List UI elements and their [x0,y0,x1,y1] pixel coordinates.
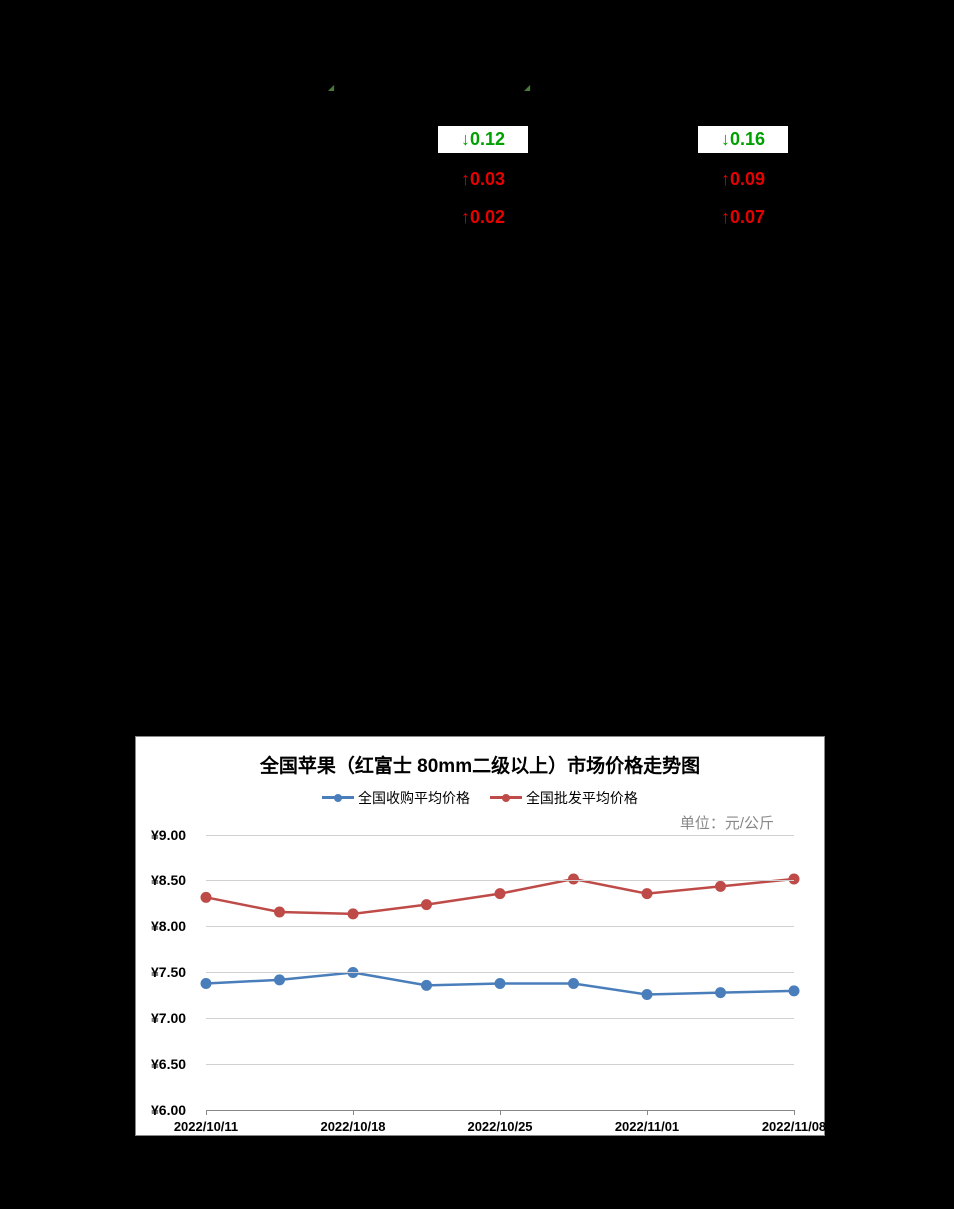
gridline [206,835,794,836]
series-marker [201,892,211,902]
series-marker [348,908,358,918]
x-tick [794,1110,795,1115]
x-axis-label: 2022/11/08 [762,1119,826,1134]
gridline [206,1064,794,1065]
series-marker [716,881,726,891]
gridline [206,880,794,881]
gridline [206,972,794,973]
x-axis-label: 2022/10/18 [320,1119,385,1134]
legend-label-2: 全国批发平均价格 [526,788,638,808]
series-marker [789,874,799,884]
series-marker [201,978,211,988]
price-cell-r1c1: ↓0.12 [438,126,528,153]
chart-legend: 全国收购平均价格 全国批发平均价格 [146,786,814,808]
series-marker [716,987,726,997]
y-axis-label: ¥9.00 [151,827,186,843]
x-tick [500,1110,501,1115]
series-marker [422,980,432,990]
gridline [206,1018,794,1019]
x-axis-label: 2022/10/25 [467,1119,532,1134]
price-cell-r2c1: ↑0.03 [438,166,528,193]
legend-label-1: 全国收购平均价格 [358,788,470,808]
price-trend-chart: 全国苹果（红富士 80mm二级以上）市场价格走势图 全国收购平均价格 全国批发平… [135,736,825,1136]
series-marker [495,978,505,988]
y-axis-label: ¥7.50 [151,964,186,980]
x-axis-label: 2022/10/11 [174,1119,238,1134]
series-marker [789,985,799,995]
series-marker [422,899,432,909]
chart-plot-area: ¥6.00¥6.50¥7.00¥7.50¥8.00¥8.50¥9.002022/… [206,835,794,1110]
y-axis-label: ¥7.00 [151,1010,186,1026]
series-marker [275,907,285,917]
series-marker [275,974,285,984]
marker-2: ◢ [524,83,530,92]
series-marker [642,989,652,999]
series-marker [569,978,579,988]
series-marker [569,874,579,884]
chart-unit-label: 单位：元/公斤 [146,812,814,833]
y-axis-label: ¥8.50 [151,872,186,888]
marker-1: ◢ [328,83,334,92]
series-marker [495,888,505,898]
legend-item-purchase: 全国收购平均价格 [322,788,470,808]
price-cell-r3c2: ↑0.07 [698,204,788,231]
x-tick [647,1110,648,1115]
y-axis-label: ¥6.00 [151,1102,186,1118]
price-cell-r2c2: ↑0.09 [698,166,788,193]
legend-item-wholesale: 全国批发平均价格 [490,788,638,808]
chart-title: 全国苹果（红富士 80mm二级以上）市场价格走势图 [146,751,814,778]
series-marker [642,888,652,898]
legend-swatch-red [490,796,522,799]
gridline [206,926,794,927]
legend-swatch-blue [322,796,354,799]
y-axis-label: ¥8.00 [151,918,186,934]
y-axis-label: ¥6.50 [151,1056,186,1072]
price-cell-r1c2: ↓0.16 [698,126,788,153]
x-axis-label: 2022/11/01 [615,1119,679,1134]
x-tick [353,1110,354,1115]
x-tick [206,1110,207,1115]
price-cell-r3c1: ↑0.02 [438,204,528,231]
